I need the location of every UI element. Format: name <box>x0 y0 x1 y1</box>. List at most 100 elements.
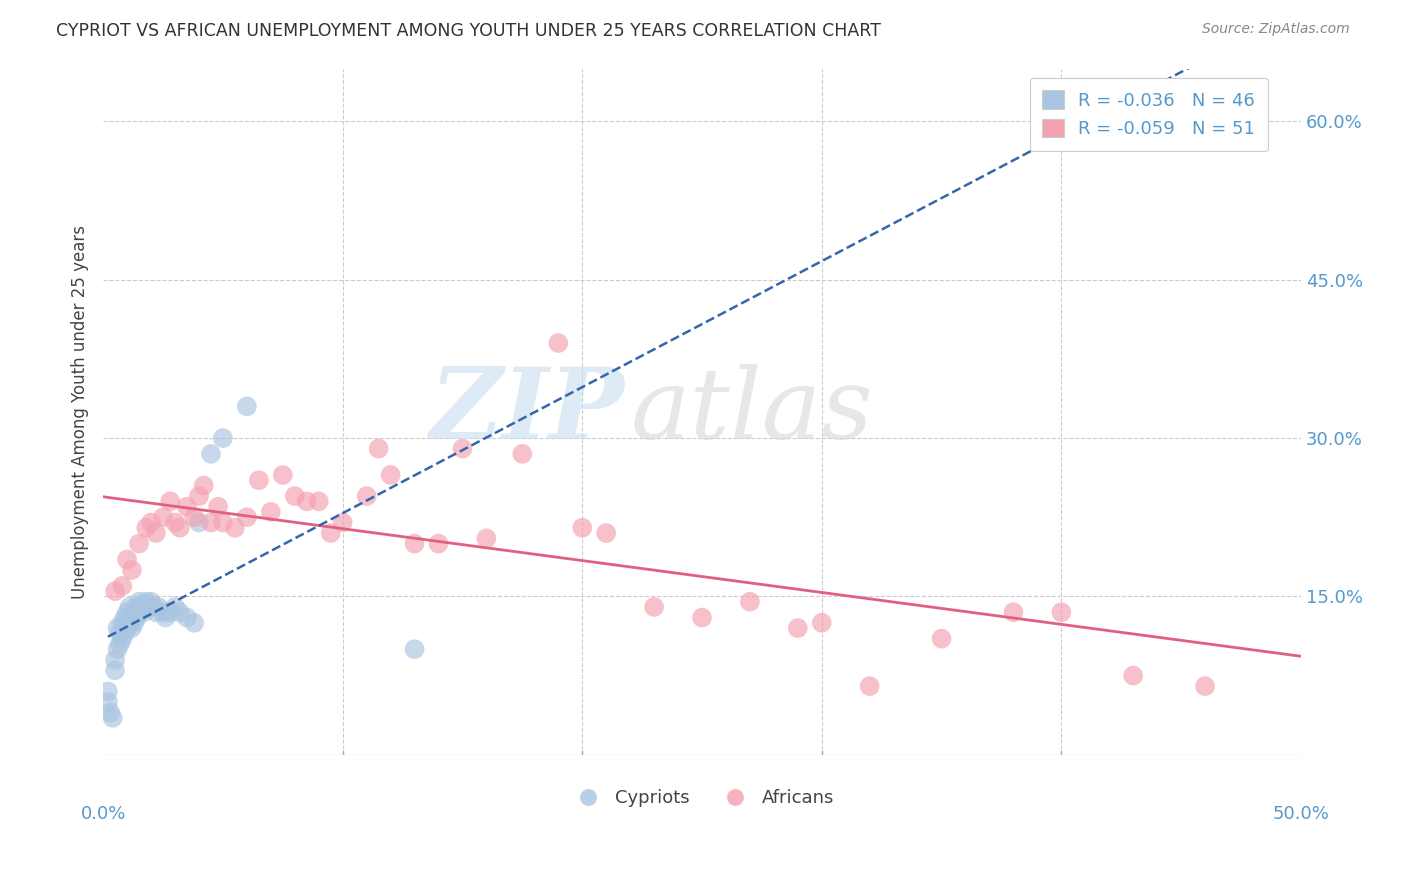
Point <box>139 595 162 609</box>
Point <box>1194 679 1216 693</box>
Point <box>104 653 127 667</box>
Point <box>145 605 167 619</box>
Point <box>236 510 259 524</box>
Point <box>121 563 143 577</box>
Point <box>97 684 120 698</box>
Point <box>114 610 136 624</box>
Text: Source: ZipAtlas.com: Source: ZipAtlas.com <box>1202 22 1350 37</box>
Point <box>163 516 186 530</box>
Point <box>1050 605 1073 619</box>
Point <box>138 599 160 614</box>
Point <box>108 626 131 640</box>
Point <box>367 442 389 456</box>
Point <box>128 595 150 609</box>
Point <box>260 505 283 519</box>
Point <box>159 494 181 508</box>
Point <box>183 615 205 630</box>
Point <box>125 599 148 614</box>
Point <box>118 615 141 630</box>
Point <box>786 621 808 635</box>
Text: 0.0%: 0.0% <box>80 805 125 823</box>
Text: atlas: atlas <box>630 364 873 459</box>
Point <box>159 605 181 619</box>
Point <box>859 679 882 693</box>
Point <box>142 599 165 614</box>
Point <box>135 595 157 609</box>
Point <box>122 605 145 619</box>
Point <box>356 489 378 503</box>
Point <box>200 516 222 530</box>
Point <box>212 516 235 530</box>
Point <box>132 605 155 619</box>
Point <box>404 642 426 657</box>
Point <box>111 579 134 593</box>
Point <box>118 599 141 614</box>
Point <box>738 595 761 609</box>
Point <box>115 605 138 619</box>
Point <box>98 706 121 720</box>
Point <box>176 500 198 514</box>
Point <box>152 510 174 524</box>
Point <box>155 610 177 624</box>
Point <box>101 711 124 725</box>
Point <box>427 536 450 550</box>
Point <box>135 521 157 535</box>
Point <box>128 605 150 619</box>
Point <box>308 494 330 508</box>
Point <box>512 447 534 461</box>
Point <box>176 610 198 624</box>
Point <box>97 695 120 709</box>
Point <box>115 552 138 566</box>
Point <box>332 516 354 530</box>
Point <box>122 615 145 630</box>
Point <box>107 642 129 657</box>
Point <box>107 621 129 635</box>
Point <box>188 489 211 503</box>
Point <box>451 442 474 456</box>
Text: CYPRIOT VS AFRICAN UNEMPLOYMENT AMONG YOUTH UNDER 25 YEARS CORRELATION CHART: CYPRIOT VS AFRICAN UNEMPLOYMENT AMONG YO… <box>56 22 882 40</box>
Point <box>108 637 131 651</box>
Point <box>595 526 617 541</box>
Point <box>145 526 167 541</box>
Legend: Cypriots, Africans: Cypriots, Africans <box>562 782 841 814</box>
Point <box>295 494 318 508</box>
Point <box>247 473 270 487</box>
Point <box>183 510 205 524</box>
Point <box>104 663 127 677</box>
Point <box>1002 605 1025 619</box>
Text: 50.0%: 50.0% <box>1272 805 1329 823</box>
Point <box>169 605 191 619</box>
Text: ZIP: ZIP <box>429 363 624 460</box>
Point <box>1122 668 1144 682</box>
Point <box>163 599 186 614</box>
Point <box>690 610 713 624</box>
Point <box>128 536 150 550</box>
Point <box>131 599 153 614</box>
Point <box>284 489 307 503</box>
Point <box>200 447 222 461</box>
Point <box>111 632 134 646</box>
Point <box>104 584 127 599</box>
Point <box>271 467 294 482</box>
Point <box>547 336 569 351</box>
Point <box>152 605 174 619</box>
Point <box>404 536 426 550</box>
Point <box>207 500 229 514</box>
Point <box>148 599 170 614</box>
Point <box>121 610 143 624</box>
Point <box>643 599 665 614</box>
Point <box>121 621 143 635</box>
Y-axis label: Unemployment Among Youth under 25 years: Unemployment Among Youth under 25 years <box>72 225 89 599</box>
Point <box>193 478 215 492</box>
Point <box>115 621 138 635</box>
Point <box>236 400 259 414</box>
Point <box>188 516 211 530</box>
Point <box>125 610 148 624</box>
Point <box>380 467 402 482</box>
Point <box>111 615 134 630</box>
Point <box>114 626 136 640</box>
Point <box>571 521 593 535</box>
Point <box>319 526 342 541</box>
Point <box>224 521 246 535</box>
Point <box>212 431 235 445</box>
